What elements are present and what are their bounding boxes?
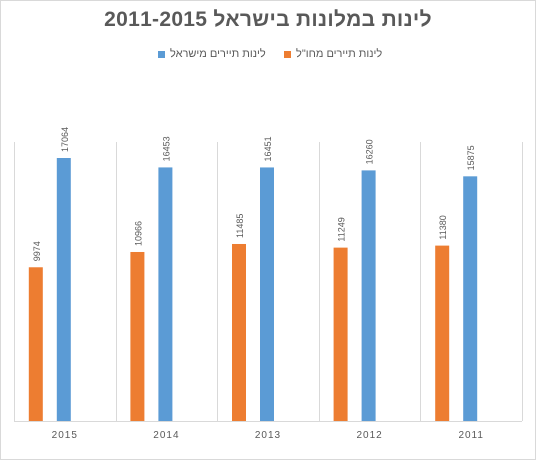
- bar-foreign-2012[interactable]: [333, 247, 348, 421]
- legend-item-foreign[interactable]: לינות תיירים מחו"ל: [284, 48, 382, 60]
- x-tick-label: 2011: [458, 430, 484, 441]
- data-label: 9974: [32, 241, 42, 261]
- bar-domestic-2014[interactable]: [158, 167, 173, 421]
- data-label: 16453: [161, 136, 171, 161]
- data-label: 11249: [337, 217, 347, 241]
- data-label: 10966: [133, 221, 143, 246]
- legend-label-foreign: לינות תיירים מחו"ל: [296, 48, 383, 60]
- bar-foreign-2013[interactable]: [232, 243, 246, 421]
- data-label: 16260: [365, 139, 375, 164]
- data-label: 11485: [235, 214, 245, 238]
- data-label: 11380: [438, 215, 448, 239]
- legend-swatch-foreign: [284, 50, 291, 58]
- bar-domestic-2015[interactable]: [56, 158, 71, 421]
- x-tick-label: 2012: [356, 430, 382, 441]
- bar-foreign-2014[interactable]: [130, 251, 145, 421]
- chart-title: לינות במלונות בישראל 2011-2015: [104, 8, 432, 31]
- legend-swatch-domestic: [158, 50, 165, 58]
- bar-domestic-2012[interactable]: [361, 170, 376, 421]
- bar-foreign-2011[interactable]: [435, 245, 450, 421]
- legend-label-domestic: לינות תיירים מישראל: [170, 48, 266, 60]
- legend-item-domestic[interactable]: לינות תיירים מישראל: [158, 48, 266, 60]
- data-label: 15875: [466, 145, 476, 170]
- legend: לינות תיירים מישראל לינות תיירים מחו"ל: [0, 48, 536, 64]
- bar-domestic-2013[interactable]: [260, 167, 274, 421]
- x-tick-label: 2013: [255, 430, 281, 441]
- bar-foreign-2015[interactable]: [28, 267, 43, 421]
- x-tick-label: 2014: [153, 430, 179, 441]
- x-tick-label: 2015: [52, 430, 78, 441]
- data-label: 17064: [60, 127, 70, 152]
- bar-domestic-2011[interactable]: [463, 176, 478, 421]
- data-label: 16451: [263, 136, 273, 161]
